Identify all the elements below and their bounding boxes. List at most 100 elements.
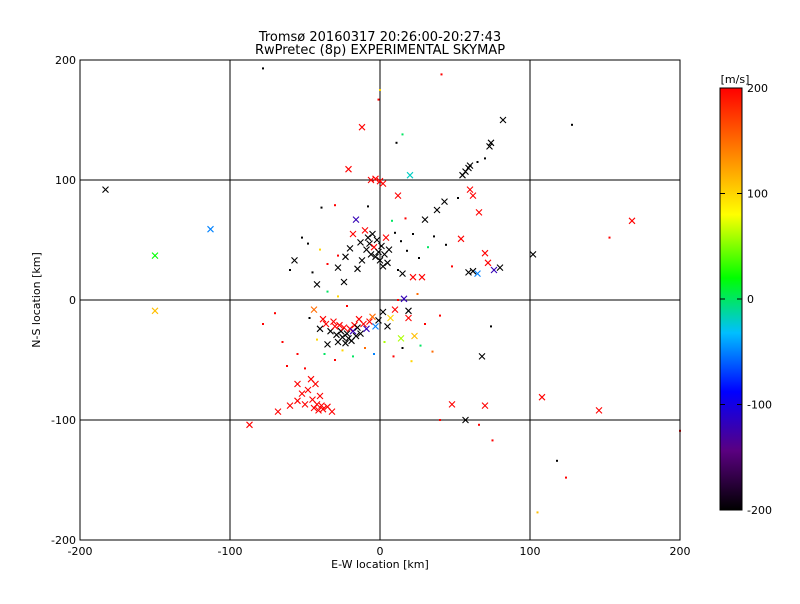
data-point-cross xyxy=(318,402,325,409)
data-point-cross xyxy=(357,239,364,246)
data-point-cross xyxy=(328,408,336,415)
data-point-cross xyxy=(369,230,376,238)
data-point-cross xyxy=(469,267,477,275)
colorbar-tick-label: 0 xyxy=(747,293,754,306)
data-point-dot xyxy=(536,511,539,514)
data-point-dot xyxy=(326,290,329,293)
data-points xyxy=(102,67,681,514)
data-point-dot xyxy=(377,98,380,101)
data-point-dot xyxy=(608,236,611,239)
x-tick-label: 100 xyxy=(520,545,541,558)
data-point-cross xyxy=(469,192,477,199)
data-point-dot xyxy=(323,353,326,355)
data-point-dot xyxy=(379,89,381,91)
data-point-dot xyxy=(491,439,494,442)
data-point-cross xyxy=(490,266,498,274)
data-point-dot xyxy=(281,341,284,343)
data-point-cross xyxy=(102,186,109,193)
data-point-cross xyxy=(405,314,412,322)
data-point-cross xyxy=(319,405,327,413)
colorbar-tick-label: 200 xyxy=(747,82,768,95)
data-point-cross xyxy=(466,162,474,169)
data-point-cross xyxy=(333,331,340,339)
data-point-dot xyxy=(400,240,402,243)
data-point-dot xyxy=(289,269,291,271)
data-point-dot xyxy=(416,293,419,295)
data-point-dot xyxy=(341,349,344,352)
data-point-dot xyxy=(394,231,396,234)
data-point-cross xyxy=(406,171,414,179)
chart-subtitle: RwPretec (8p) EXPERIMENTAL SKYMAP xyxy=(255,43,505,58)
x-tick-label: -100 xyxy=(218,545,243,558)
colorbar-tick-label: 100 xyxy=(747,188,768,201)
data-point-cross xyxy=(405,307,412,315)
data-point-cross xyxy=(478,353,486,360)
y-tick-label: 200 xyxy=(55,54,76,67)
data-point-cross xyxy=(400,295,408,303)
data-point-cross xyxy=(349,230,357,238)
data-point-cross xyxy=(486,143,493,150)
data-point-cross xyxy=(354,265,361,273)
data-point-dot xyxy=(427,246,429,249)
data-point-cross xyxy=(595,407,603,414)
data-point-cross xyxy=(474,270,481,277)
data-point-cross xyxy=(538,393,546,401)
data-point-cross xyxy=(372,253,379,261)
data-point-cross xyxy=(340,324,348,331)
data-point-cross xyxy=(628,217,636,225)
data-point-cross xyxy=(375,317,382,324)
data-point-cross xyxy=(418,273,426,281)
data-point-cross xyxy=(330,318,337,325)
data-point-cross xyxy=(324,341,331,348)
data-point-cross xyxy=(411,332,418,340)
data-point-dot xyxy=(476,161,479,163)
y-tick-label: -100 xyxy=(51,414,76,427)
data-point-cross xyxy=(384,323,391,330)
data-point-cross xyxy=(363,325,370,333)
y-tick-label: 0 xyxy=(69,294,76,307)
data-point-cross xyxy=(372,175,379,183)
data-point-cross xyxy=(448,401,456,408)
data-point-cross xyxy=(322,320,330,328)
data-point-cross xyxy=(366,318,373,325)
data-point-dot xyxy=(308,317,311,319)
data-point-dot xyxy=(565,476,567,479)
data-point-cross xyxy=(316,392,324,400)
y-axis-title: N-S location [km] xyxy=(30,252,43,348)
data-point-cross xyxy=(421,216,429,223)
data-point-dot xyxy=(319,248,321,251)
data-point-dot xyxy=(391,219,393,222)
data-point-dot xyxy=(286,365,288,367)
y-tick-label: -200 xyxy=(51,534,76,547)
data-point-cross xyxy=(301,401,309,408)
data-point-cross xyxy=(529,251,537,258)
data-point-cross xyxy=(360,320,367,328)
data-point-cross xyxy=(364,234,372,241)
data-point-cross xyxy=(358,123,366,131)
data-point-cross xyxy=(397,335,405,342)
data-point-cross xyxy=(343,330,351,337)
data-point-cross xyxy=(441,198,448,205)
data-point-dot xyxy=(373,353,375,355)
data-point-cross xyxy=(342,339,349,347)
x-axis-title: E-W location [km] xyxy=(331,558,429,571)
chart-title: Tromsø 20160317 20:26:00-20:27:43 xyxy=(258,30,501,45)
data-point-dot xyxy=(367,205,369,208)
x-axis-ticks: -200 -100 0 100 200 xyxy=(68,60,691,558)
data-point-cross xyxy=(294,380,301,388)
grid-lines xyxy=(80,60,680,540)
data-point-cross xyxy=(298,390,306,397)
data-point-cross xyxy=(349,327,357,335)
data-point-dot xyxy=(262,323,264,325)
data-point-cross xyxy=(457,235,465,243)
data-point-dot xyxy=(337,254,339,257)
data-point-cross xyxy=(433,206,441,214)
data-point-cross xyxy=(352,216,360,223)
data-point-cross xyxy=(357,330,364,337)
data-point-cross xyxy=(339,333,346,341)
data-point-dot xyxy=(401,133,404,136)
data-point-cross xyxy=(340,278,348,286)
data-point-dot xyxy=(490,325,492,328)
data-point-dot xyxy=(478,423,480,426)
data-point-dot xyxy=(334,359,336,361)
